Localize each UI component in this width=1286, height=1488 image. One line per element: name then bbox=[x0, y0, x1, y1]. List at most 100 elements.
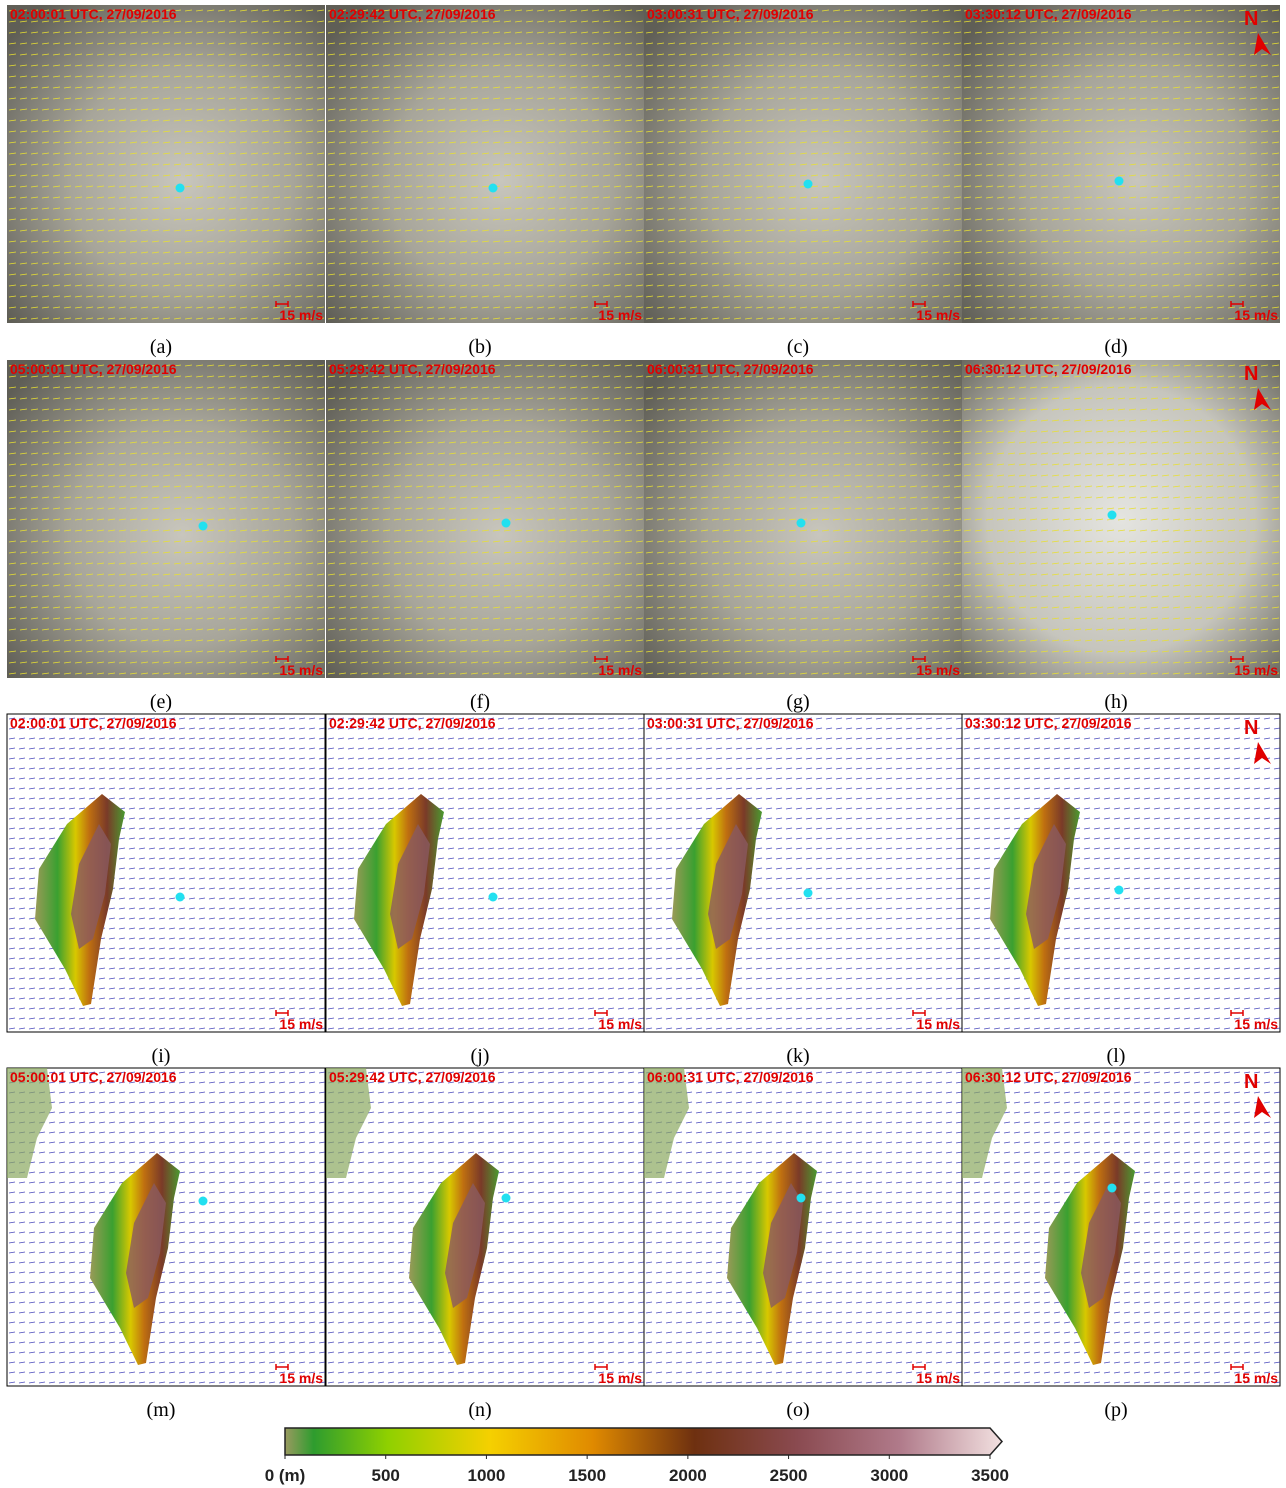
north-label: N bbox=[1244, 8, 1258, 30]
cyclone-centre bbox=[1115, 886, 1124, 895]
scale-label: 15 m/s bbox=[1234, 307, 1278, 323]
cyclone-centre bbox=[1108, 511, 1117, 520]
timestamp: 06:00:31 UTC, 27/09/2016 bbox=[647, 361, 814, 377]
timestamp: 06:30:12 UTC, 27/09/2016 bbox=[965, 1069, 1132, 1085]
wind-vectors bbox=[326, 5, 644, 323]
timestamp: 02:00:01 UTC, 27/09/2016 bbox=[10, 715, 177, 731]
cyclone-centre bbox=[176, 184, 185, 193]
cyclone-centre bbox=[1108, 1184, 1117, 1193]
colorbar-tick-label: 3000 bbox=[870, 1466, 908, 1485]
panel-label: (l) bbox=[1107, 1045, 1126, 1067]
figure: 02:00:01 UTC, 27/09/2016 15 m/s (a) 02:29:4… bbox=[0, 0, 1286, 1488]
timestamp: 06:00:31 UTC, 27/09/2016 bbox=[647, 1069, 814, 1085]
panel-label: (e) bbox=[150, 691, 172, 713]
scale-label: 15 m/s bbox=[1234, 1370, 1278, 1386]
timestamp: 05:00:01 UTC, 27/09/2016 bbox=[10, 1069, 177, 1085]
panel-label: (k) bbox=[786, 1045, 809, 1067]
north-label: N bbox=[1244, 717, 1258, 739]
timestamp: 03:30:12 UTC, 27/09/2016 bbox=[965, 6, 1132, 22]
cyclone-centre bbox=[804, 889, 813, 898]
panel: 03:00:31 UTC, 27/09/2016 15 m/s bbox=[644, 714, 962, 1032]
panel: 05:29:42 UTC, 27/09/2016 15 m/s bbox=[326, 1068, 644, 1386]
cyclone-centre bbox=[804, 180, 813, 189]
timestamp: 02:29:42 UTC, 27/09/2016 bbox=[329, 715, 496, 731]
scale-label: 15 m/s bbox=[279, 662, 323, 678]
panel: 05:00:01 UTC, 27/09/2016 15 m/s bbox=[7, 1068, 325, 1386]
scale-label: 15 m/s bbox=[598, 662, 642, 678]
panel: 06:00:31 UTC, 27/09/2016 15 m/s bbox=[644, 360, 962, 678]
scale-label: 15 m/s bbox=[916, 1016, 960, 1032]
scale-label: 15 m/s bbox=[598, 1370, 642, 1386]
panel: 02:00:01 UTC, 27/09/2016 15 m/s bbox=[7, 714, 325, 1032]
panel: 03:30:12 UTC, 27/09/2016 15 m/s N bbox=[962, 5, 1280, 323]
scale-label: 15 m/s bbox=[916, 1370, 960, 1386]
panel: 06:00:31 UTC, 27/09/2016 15 m/s bbox=[644, 1068, 962, 1386]
panel-label: (n) bbox=[468, 1399, 491, 1421]
wind-vectors bbox=[7, 5, 325, 323]
panel: 05:29:42 UTC, 27/09/2016 15 m/s bbox=[326, 360, 644, 678]
timestamp: 05:00:01 UTC, 27/09/2016 bbox=[10, 361, 177, 377]
timestamp: 03:00:31 UTC, 27/09/2016 bbox=[647, 6, 814, 22]
wind-vectors bbox=[326, 360, 644, 678]
scale-label: 15 m/s bbox=[279, 1016, 323, 1032]
cyclone-centre bbox=[502, 1194, 511, 1203]
colorbar-tick-label: 1500 bbox=[568, 1466, 606, 1485]
scale-label: 15 m/s bbox=[598, 1016, 642, 1032]
wind-vectors bbox=[7, 360, 325, 678]
colorbar-tick-label: 2000 bbox=[669, 1466, 707, 1485]
panel: 06:30:12 UTC, 27/09/2016 15 m/s N bbox=[962, 1068, 1280, 1386]
cyclone-centre bbox=[797, 519, 806, 528]
scale-label: 15 m/s bbox=[916, 662, 960, 678]
cyclone-centre bbox=[797, 1194, 806, 1203]
panel-label: (h) bbox=[1104, 691, 1127, 713]
scale-label: 15 m/s bbox=[279, 1370, 323, 1386]
wind-vectors bbox=[962, 5, 1280, 323]
panel-label: (d) bbox=[1104, 336, 1127, 358]
scale-label: 15 m/s bbox=[598, 307, 642, 323]
panel-label: (j) bbox=[471, 1045, 490, 1067]
panel: 05:00:01 UTC, 27/09/2016 15 m/s bbox=[7, 360, 325, 678]
panel-label: (g) bbox=[786, 691, 809, 713]
cyclone-centre bbox=[489, 893, 498, 902]
scale-label: 15 m/s bbox=[1234, 662, 1278, 678]
cyclone-centre bbox=[1115, 177, 1124, 186]
timestamp: 05:29:42 UTC, 27/09/2016 bbox=[329, 1069, 496, 1085]
scale-label: 15 m/s bbox=[279, 307, 323, 323]
cyclone-centre bbox=[199, 1197, 208, 1206]
cyclone-centre bbox=[176, 893, 185, 902]
timestamp: 02:29:42 UTC, 27/09/2016 bbox=[329, 6, 496, 22]
panel-label: (f) bbox=[470, 691, 490, 713]
panel: 03:30:12 UTC, 27/09/2016 15 m/s N bbox=[962, 714, 1280, 1032]
panel-label: (m) bbox=[147, 1399, 176, 1421]
colorbar-tick-label: 1000 bbox=[468, 1466, 506, 1485]
panel-label: (p) bbox=[1104, 1399, 1127, 1421]
panel: 02:00:01 UTC, 27/09/2016 15 m/s bbox=[7, 5, 325, 323]
scale-label: 15 m/s bbox=[1234, 1016, 1278, 1032]
panel-label: (o) bbox=[786, 1399, 809, 1421]
panel: 02:29:42 UTC, 27/09/2016 15 m/s bbox=[326, 5, 644, 323]
cyclone-centre bbox=[489, 184, 498, 193]
panel-label: (b) bbox=[468, 336, 491, 358]
north-label: N bbox=[1244, 1071, 1258, 1093]
colorbar-tick-label: 0 (m) bbox=[265, 1466, 306, 1485]
timestamp: 03:30:12 UTC, 27/09/2016 bbox=[965, 715, 1132, 731]
wind-vectors bbox=[962, 360, 1280, 678]
panel: 06:30:12 UTC, 27/09/2016 15 m/s N bbox=[962, 360, 1280, 678]
north-label: N bbox=[1244, 363, 1258, 385]
timestamp: 02:00:01 UTC, 27/09/2016 bbox=[10, 6, 177, 22]
cyclone-centre bbox=[199, 522, 208, 531]
scale-label: 15 m/s bbox=[916, 307, 960, 323]
panel-label: (c) bbox=[787, 336, 809, 358]
timestamp: 05:29:42 UTC, 27/09/2016 bbox=[329, 361, 496, 377]
panel-label: (a) bbox=[150, 336, 172, 358]
panel-label: (i) bbox=[152, 1045, 171, 1067]
timestamp: 03:00:31 UTC, 27/09/2016 bbox=[647, 715, 814, 731]
wind-vectors bbox=[644, 5, 962, 323]
panel: 03:00:31 UTC, 27/09/2016 15 m/s bbox=[644, 5, 962, 323]
panel: 02:29:42 UTC, 27/09/2016 15 m/s bbox=[326, 714, 644, 1032]
timestamp: 06:30:12 UTC, 27/09/2016 bbox=[965, 361, 1132, 377]
cyclone-centre bbox=[502, 519, 511, 528]
colorbar bbox=[285, 1428, 1002, 1455]
colorbar-tick-label: 3500 bbox=[971, 1466, 1009, 1485]
colorbar-tick-label: 500 bbox=[372, 1466, 400, 1485]
